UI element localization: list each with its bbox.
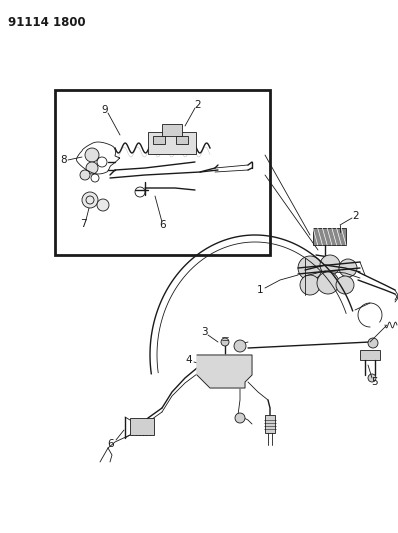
Text: 6: 6 [108,439,114,449]
Bar [162,124,182,136]
Circle shape [368,338,378,348]
Polygon shape [197,355,252,388]
Circle shape [85,148,99,162]
Bar [360,350,380,360]
Text: 2: 2 [195,100,201,110]
Circle shape [80,170,90,180]
Text: 9: 9 [101,105,108,115]
Bar [153,136,165,144]
Circle shape [97,199,109,211]
Circle shape [339,259,357,277]
Text: 4: 4 [186,355,192,365]
Circle shape [368,374,376,382]
Circle shape [235,413,245,423]
Circle shape [336,276,354,294]
Circle shape [298,256,322,280]
Text: 3: 3 [201,327,207,337]
Bar [148,132,196,154]
Circle shape [209,359,221,371]
Text: 91114 1800: 91114 1800 [8,16,86,29]
Text: 8: 8 [60,155,67,165]
Circle shape [234,340,246,352]
Text: 6: 6 [160,220,166,230]
Circle shape [82,192,98,208]
Circle shape [300,275,320,295]
Text: 7: 7 [80,219,86,229]
Bar [55,90,270,255]
Circle shape [320,255,340,275]
Text: 1: 1 [257,285,263,295]
Bar [176,136,188,144]
Bar [265,415,275,433]
Bar [313,228,346,245]
Text: 5: 5 [371,377,377,387]
Bar [130,418,154,435]
Circle shape [221,338,229,346]
Circle shape [317,272,339,294]
Text: 2: 2 [353,211,359,221]
Circle shape [86,162,98,174]
